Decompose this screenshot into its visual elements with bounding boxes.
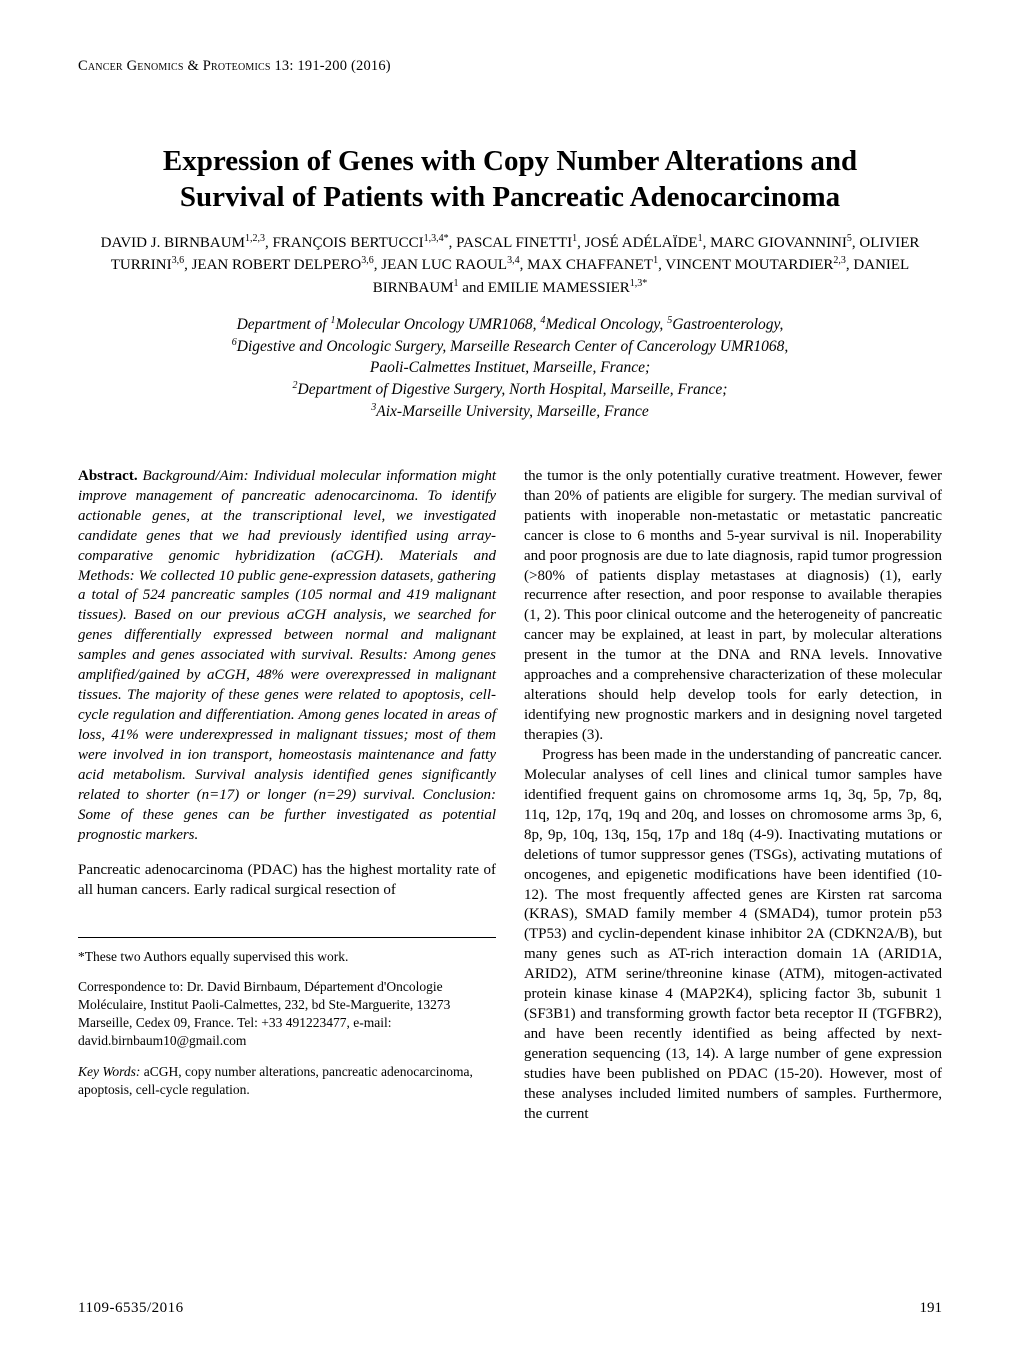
affiliations: Department of 1Molecular Oncology UMR106… [78,314,942,423]
equal-contribution-note: *These two Authors equally supervised th… [78,948,496,966]
intro-paragraph: Pancreatic adenocarcinoma (PDAC) has the… [78,861,496,901]
title-line-2: Survival of Patients with Pancreatic Ade… [180,181,840,213]
page-number: 191 [920,1300,943,1317]
author-list: DAVID J. BIRNBAUM1,2,3, FRANÇOIS BERTUCC… [78,232,942,300]
running-head: Cancer Genomics & Proteomics 13: 191-200… [78,58,942,75]
footnote-rule [78,937,496,938]
issue-info: 13: 191-200 (2016) [274,58,390,74]
body-paragraph-2: Progress has been made in the understand… [524,746,942,1125]
title-line-1: Expression of Genes with Copy Number Alt… [163,145,857,177]
page-footer: 1109-6535/2016 191 [78,1300,942,1317]
issn: 1109-6535/2016 [78,1300,184,1317]
body-paragraph-1: the tumor is the only potentially curati… [524,467,942,746]
abstract-label: Abstract. [78,468,143,484]
keywords-label: Key Words: [78,1064,144,1079]
body-columns: Abstract. Background/Aim: Individual mol… [78,467,942,1125]
correspondence-note: Correspondence to: Dr. David Birnbaum, D… [78,978,496,1051]
article-title: Expression of Genes with Copy Number Alt… [100,143,920,216]
abstract-body: Background/Aim: Individual molecular inf… [78,468,496,843]
keywords-note: Key Words: aCGH, copy number alterations… [78,1063,496,1099]
journal-name: Cancer Genomics & Proteomics [78,58,274,74]
column-break [78,1111,496,1112]
abstract: Abstract. Background/Aim: Individual mol… [78,467,496,846]
footnotes: *These two Authors equally supervised th… [78,948,496,1100]
